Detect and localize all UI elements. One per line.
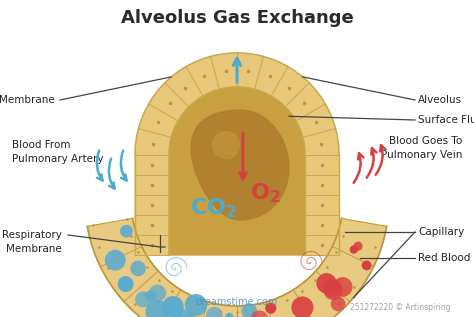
Polygon shape [87, 218, 387, 317]
Circle shape [316, 273, 337, 294]
Circle shape [265, 303, 276, 314]
Text: $\mathbf{O_2}$: $\mathbf{O_2}$ [250, 181, 280, 205]
Polygon shape [135, 53, 339, 255]
Circle shape [333, 277, 353, 297]
Text: $\mathbf{CO_2}$: $\mathbf{CO_2}$ [190, 196, 237, 220]
Circle shape [363, 261, 371, 270]
Circle shape [350, 245, 358, 254]
Circle shape [250, 310, 268, 317]
Circle shape [130, 261, 146, 276]
Circle shape [185, 294, 207, 316]
Text: Surface Fluid: Surface Fluid [418, 115, 474, 125]
Circle shape [120, 225, 133, 237]
Text: 251272220 © Artinspiring: 251272220 © Artinspiring [350, 303, 450, 313]
Text: Capillary: Capillary [418, 227, 464, 237]
Text: Alveolus Gas Exchange: Alveolus Gas Exchange [120, 9, 354, 27]
Circle shape [118, 276, 134, 292]
Text: Blood Goes To
Pulmonary Vein: Blood Goes To Pulmonary Vein [381, 136, 462, 160]
Text: Red Blood Cell: Red Blood Cell [418, 253, 474, 263]
Circle shape [354, 242, 363, 251]
Circle shape [135, 291, 151, 307]
Circle shape [362, 261, 372, 270]
Polygon shape [191, 110, 289, 220]
Circle shape [322, 279, 341, 297]
Circle shape [105, 250, 126, 271]
Text: Blood From
Pulmonary Artery: Blood From Pulmonary Artery [12, 140, 103, 164]
Text: Alveolus: Alveolus [418, 95, 462, 105]
Circle shape [331, 296, 346, 311]
Circle shape [206, 307, 223, 317]
Text: Respiratory
Membrane: Respiratory Membrane [2, 230, 62, 254]
Circle shape [323, 281, 343, 300]
Circle shape [162, 296, 184, 317]
Circle shape [225, 313, 233, 317]
Text: dreamstime.com: dreamstime.com [196, 297, 278, 307]
Circle shape [250, 315, 261, 317]
Circle shape [292, 296, 313, 317]
Circle shape [241, 303, 257, 317]
Circle shape [145, 290, 156, 302]
Circle shape [172, 309, 195, 317]
Circle shape [146, 300, 169, 317]
Circle shape [149, 285, 166, 302]
Polygon shape [169, 87, 305, 255]
Circle shape [212, 131, 240, 159]
Text: Alveolar Membrane: Alveolar Membrane [0, 95, 55, 105]
